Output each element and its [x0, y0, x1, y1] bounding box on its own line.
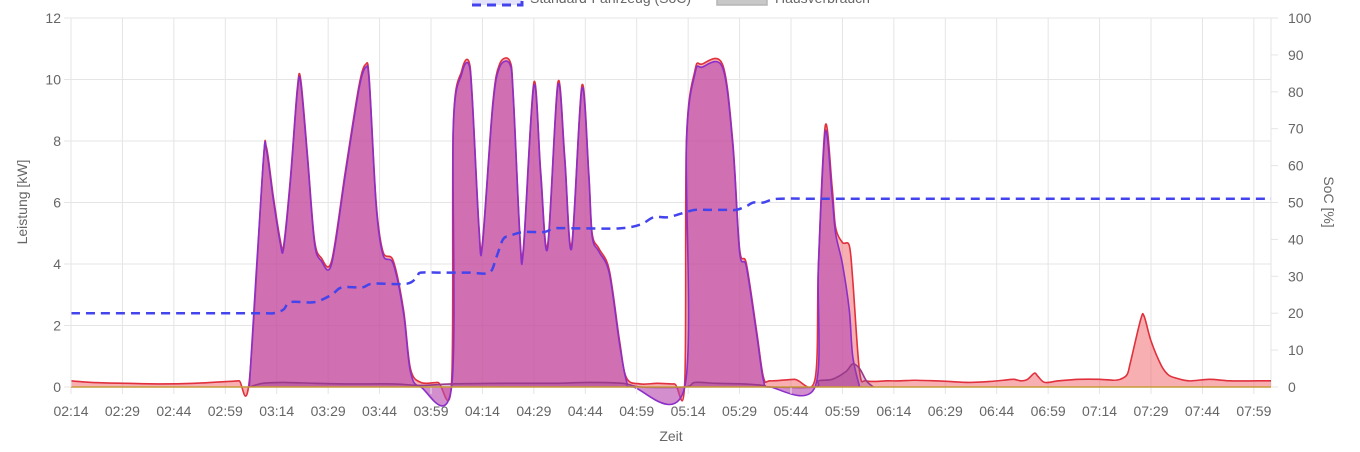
y-tick-left: 10 [45, 72, 61, 88]
y-tick-right: 20 [1288, 305, 1304, 321]
x-tick: 02:44 [156, 403, 191, 419]
x-tick: 03:44 [362, 403, 397, 419]
x-tick: 06:29 [928, 403, 963, 419]
grid [70, 17, 1272, 388]
y-tick-right: 90 [1288, 47, 1304, 63]
x-tick: 05:44 [773, 403, 808, 419]
y-tick-left: 0 [53, 379, 61, 395]
y-tick-left: 2 [53, 318, 61, 334]
x-tick: 03:14 [259, 403, 294, 419]
y-tick-right: 30 [1288, 268, 1304, 284]
legend-item[interactable]: Standard-Fahrzeug (SoC) [470, 0, 691, 7]
legend-label: Standard-Fahrzeug (SoC) [530, 0, 691, 6]
legend[interactable]: Standard-Fahrzeug (SoC) Hausverbrauch [470, 0, 870, 7]
series-area [249, 363, 874, 388]
x-tick: 03:59 [413, 403, 448, 419]
x-tick: 04:44 [568, 403, 603, 419]
series-line [248, 60, 861, 407]
axes: 0 2 4 6 8 10 12 0 10 20 30 40 50 60 70 80 90 100 02:14 02:2… [45, 10, 1311, 419]
x-tick: 02:59 [208, 403, 243, 419]
x-tick: 04:29 [516, 403, 551, 419]
y-tick-right: 100 [1288, 10, 1312, 26]
y-tick-right: 40 [1288, 231, 1304, 247]
legend-label: Hausverbrauch [775, 0, 870, 6]
x-tick: 04:14 [465, 403, 500, 419]
y-tick-right: 10 [1288, 342, 1304, 358]
legend-swatch [716, 0, 768, 6]
y-tick-right: 50 [1288, 195, 1304, 211]
series-layer [70, 57, 1271, 407]
y-axis-left-title: Leistung [kW] [14, 160, 30, 245]
x-tick: 06:59 [1031, 403, 1066, 419]
x-tick: 05:14 [671, 403, 706, 419]
x-tick: 07:29 [1133, 403, 1168, 419]
y-tick-left: 4 [53, 256, 61, 272]
y-tick-left: 12 [45, 10, 61, 26]
x-tick: 07:14 [1082, 403, 1117, 419]
legend-item[interactable]: Hausverbrauch [716, 0, 870, 6]
x-tick: 05:59 [825, 403, 860, 419]
x-tick: 07:59 [1236, 403, 1271, 419]
y-tick-right: 70 [1288, 121, 1304, 137]
y-tick-right: 80 [1288, 84, 1304, 100]
legend-swatch [470, 0, 524, 7]
y-tick-right: 0 [1288, 379, 1296, 395]
x-tick: 03:29 [311, 403, 346, 419]
x-tick: 06:14 [876, 403, 911, 419]
series-line [71, 197, 1271, 315]
x-tick: 02:14 [53, 403, 88, 419]
x-tick: 02:29 [105, 403, 140, 419]
y-tick-left: 8 [53, 133, 61, 149]
y-tick-left: 6 [53, 195, 61, 211]
y-axis-right-title: SoC [%] [1321, 176, 1337, 227]
series-area [249, 61, 860, 406]
x-tick: 06:44 [979, 403, 1014, 419]
x-tick: 05:29 [722, 403, 757, 419]
x-tick: 07:44 [1185, 403, 1220, 419]
x-tick: 04:59 [619, 403, 654, 419]
x-axis-title: Zeit [659, 428, 682, 444]
y-tick-right: 60 [1288, 158, 1304, 174]
